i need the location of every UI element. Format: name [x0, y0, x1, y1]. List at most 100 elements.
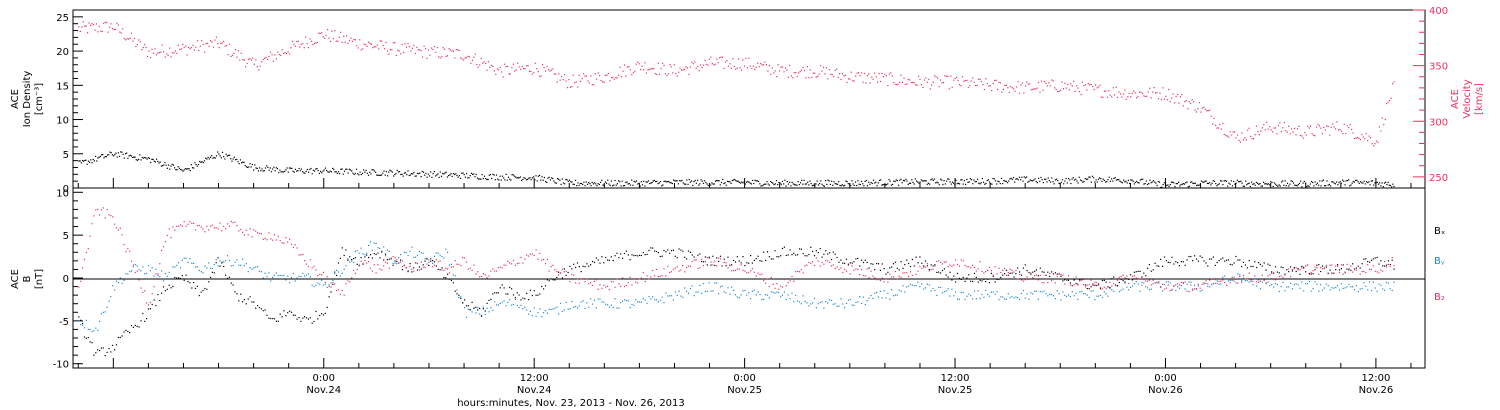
bz-point [973, 266, 976, 268]
density-point [1319, 180, 1321, 182]
velocity-point [509, 73, 511, 75]
velocity-point [451, 50, 453, 52]
density-point [907, 183, 909, 185]
velocity-point [871, 76, 873, 78]
density-point [844, 184, 846, 186]
bz-point [251, 236, 253, 238]
density-point [748, 181, 750, 183]
bz-point [744, 270, 746, 272]
density-point [723, 183, 725, 185]
bx-point [1004, 273, 1006, 275]
by-point [341, 272, 343, 274]
density-point [1251, 181, 1253, 183]
density-point [1076, 180, 1078, 182]
density-point [299, 170, 301, 172]
bx-point [894, 261, 896, 263]
bx-point [285, 315, 287, 317]
density-point [835, 183, 837, 185]
velocity-point [732, 58, 734, 60]
velocity-point [659, 73, 661, 75]
bx-point [373, 253, 375, 255]
density-point [837, 183, 839, 185]
density-point [1121, 182, 1123, 184]
bz-point [422, 266, 424, 268]
density-point [1187, 186, 1189, 188]
velocity-point [338, 36, 340, 38]
density-point [1082, 181, 1084, 183]
by-point [87, 328, 89, 330]
by-point [1382, 288, 1384, 290]
density-point [103, 157, 105, 159]
density-point [1275, 183, 1277, 185]
density-point [312, 169, 314, 171]
density-point [425, 172, 427, 174]
density-point [770, 180, 772, 183]
bx-point [765, 259, 767, 261]
by-point [1210, 284, 1213, 286]
density-point [523, 177, 525, 179]
density-point [765, 183, 767, 185]
by-point [733, 289, 735, 291]
by-point [702, 282, 705, 285]
bz-point [144, 290, 146, 292]
density-point [255, 167, 257, 169]
density-point [1020, 179, 1022, 181]
bz-point [1041, 282, 1043, 284]
density-point [1163, 182, 1165, 184]
bx-point [477, 309, 479, 311]
by-point [1321, 289, 1324, 291]
density-point [521, 179, 523, 182]
bx-point [164, 290, 166, 292]
by-point [313, 286, 315, 288]
velocity-point [1153, 87, 1155, 89]
by-point [362, 253, 364, 255]
velocity-point [231, 54, 234, 56]
bz-point [1344, 272, 1346, 274]
velocity-point [692, 63, 694, 65]
velocity-point [171, 52, 174, 54]
by-point [718, 293, 720, 295]
by-point [377, 247, 379, 249]
by-point [302, 272, 304, 274]
density-point [99, 155, 101, 157]
density-point [638, 182, 640, 184]
by-point [1335, 287, 1337, 289]
bz-point [187, 223, 189, 225]
velocity-point [1194, 109, 1196, 111]
density-point [805, 183, 808, 185]
velocity-point [749, 65, 751, 67]
density-point [694, 179, 696, 182]
bx-point [294, 314, 296, 316]
density-point [1152, 180, 1155, 182]
bx-point [240, 293, 242, 295]
bx-point [633, 255, 635, 257]
by-point [196, 266, 198, 268]
by-point [605, 303, 607, 305]
by-point [486, 307, 488, 309]
density-point [395, 172, 397, 175]
density-point [547, 177, 549, 179]
velocity-point [151, 48, 153, 50]
density-point [1321, 180, 1323, 182]
density-point [588, 182, 590, 184]
density-point [1093, 177, 1095, 179]
bz-point [95, 209, 97, 211]
bx-point [413, 267, 415, 269]
velocity-point [293, 43, 295, 45]
density-point [945, 180, 948, 182]
bz-point [708, 257, 710, 259]
bx-point [1329, 269, 1331, 271]
velocity-point [258, 69, 260, 71]
velocity-point [1097, 86, 1100, 88]
x-tick-time: 12:00 [1361, 373, 1390, 384]
by-point [531, 315, 533, 317]
bx-point [770, 258, 772, 260]
bx-point [889, 267, 891, 269]
density-point [268, 169, 270, 171]
density-point [768, 184, 770, 186]
bx-point [689, 251, 691, 253]
bz-point [631, 284, 633, 286]
bz-point [934, 265, 936, 267]
density-point [1194, 182, 1196, 184]
density-point [1357, 181, 1359, 183]
